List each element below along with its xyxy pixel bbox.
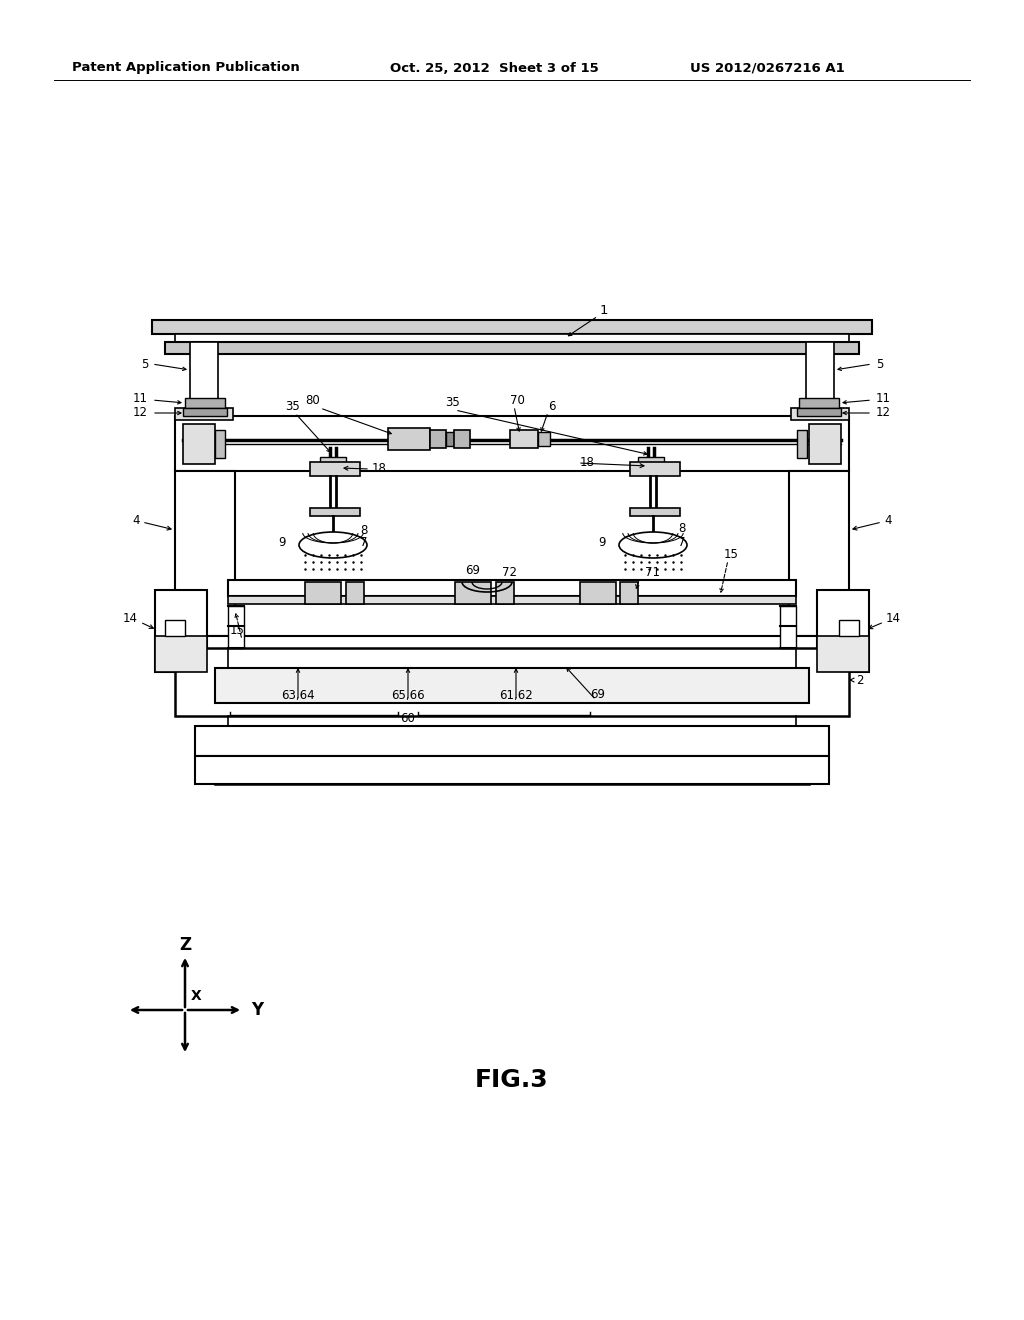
Bar <box>185 399 225 408</box>
Text: 35: 35 <box>285 400 300 413</box>
Bar <box>175 334 849 342</box>
Text: FIG.3: FIG.3 <box>475 1068 549 1092</box>
Bar <box>175 636 849 652</box>
Bar <box>155 636 207 672</box>
Bar <box>630 462 680 477</box>
Text: Patent Application Publication: Patent Application Publication <box>72 62 300 74</box>
Bar <box>780 606 796 648</box>
Text: 9: 9 <box>598 536 606 549</box>
Text: 1: 1 <box>600 304 608 317</box>
Text: 5: 5 <box>876 358 884 371</box>
Text: 61,62: 61,62 <box>499 689 532 701</box>
Bar <box>839 620 859 636</box>
Bar <box>510 430 538 447</box>
Bar <box>152 319 872 334</box>
Text: 7: 7 <box>360 536 368 549</box>
Text: 70: 70 <box>510 393 525 407</box>
Bar <box>310 508 360 516</box>
Bar <box>228 579 796 597</box>
Bar <box>797 408 841 416</box>
Text: 69: 69 <box>590 689 605 701</box>
Text: Y: Y <box>251 1001 263 1019</box>
Bar <box>195 756 829 784</box>
Text: 72: 72 <box>502 566 517 579</box>
Bar <box>175 471 234 636</box>
Bar <box>215 430 225 458</box>
Bar <box>346 582 364 605</box>
Ellipse shape <box>299 532 367 558</box>
Bar <box>165 620 185 636</box>
Bar <box>215 668 809 704</box>
Bar <box>538 432 550 446</box>
Bar <box>454 430 470 447</box>
Bar <box>620 582 638 605</box>
Text: 12: 12 <box>876 405 891 418</box>
Text: 80: 80 <box>305 393 319 407</box>
Bar <box>809 424 841 465</box>
Bar <box>305 582 341 605</box>
Text: 18: 18 <box>580 455 595 469</box>
Text: 14: 14 <box>123 611 138 624</box>
Bar <box>228 606 244 648</box>
Text: 15: 15 <box>724 548 739 561</box>
Bar <box>430 430 446 447</box>
Text: 35: 35 <box>445 396 460 409</box>
Bar <box>228 597 796 605</box>
Text: 6: 6 <box>548 400 555 413</box>
Bar <box>791 408 849 420</box>
Bar <box>799 399 839 408</box>
Text: US 2012/0267216 A1: US 2012/0267216 A1 <box>690 62 845 74</box>
Text: 11: 11 <box>876 392 891 404</box>
Text: 63,64: 63,64 <box>282 689 314 701</box>
Bar <box>215 756 809 784</box>
Bar <box>183 408 227 416</box>
Bar <box>175 408 233 420</box>
Text: 15: 15 <box>230 623 245 636</box>
Text: 60: 60 <box>400 711 416 725</box>
Bar <box>790 471 849 636</box>
Text: 69: 69 <box>465 564 480 577</box>
Text: X: X <box>191 989 202 1003</box>
Text: 11: 11 <box>133 392 148 404</box>
Text: 12: 12 <box>133 405 148 418</box>
Text: 8: 8 <box>360 524 368 536</box>
Bar <box>806 342 834 412</box>
Text: 4: 4 <box>132 513 140 527</box>
Text: 18: 18 <box>372 462 387 474</box>
Ellipse shape <box>618 532 687 558</box>
Bar <box>817 636 869 672</box>
Text: 9: 9 <box>279 536 286 549</box>
Bar <box>817 590 869 672</box>
Bar <box>165 342 859 354</box>
Bar <box>175 416 849 471</box>
Bar <box>183 424 215 465</box>
Text: 2: 2 <box>856 673 863 686</box>
Bar <box>175 648 849 715</box>
Bar <box>630 508 680 516</box>
Bar <box>190 342 218 412</box>
Bar <box>797 430 807 458</box>
Bar <box>446 432 454 446</box>
Text: Oct. 25, 2012  Sheet 3 of 15: Oct. 25, 2012 Sheet 3 of 15 <box>390 62 599 74</box>
Text: 65,66: 65,66 <box>391 689 425 701</box>
Bar <box>638 457 664 465</box>
Text: 4: 4 <box>884 513 892 527</box>
Bar <box>310 462 360 477</box>
Bar <box>319 457 346 465</box>
Bar <box>580 582 616 605</box>
Bar <box>455 582 490 605</box>
Text: 14: 14 <box>886 611 901 624</box>
Bar <box>496 582 514 605</box>
Text: 71: 71 <box>645 565 660 578</box>
Text: 8: 8 <box>678 521 685 535</box>
Text: 5: 5 <box>140 358 148 371</box>
Text: 7: 7 <box>678 536 685 549</box>
Text: Z: Z <box>179 936 191 954</box>
Bar <box>195 726 829 756</box>
Bar <box>155 590 207 672</box>
Bar <box>388 428 430 450</box>
